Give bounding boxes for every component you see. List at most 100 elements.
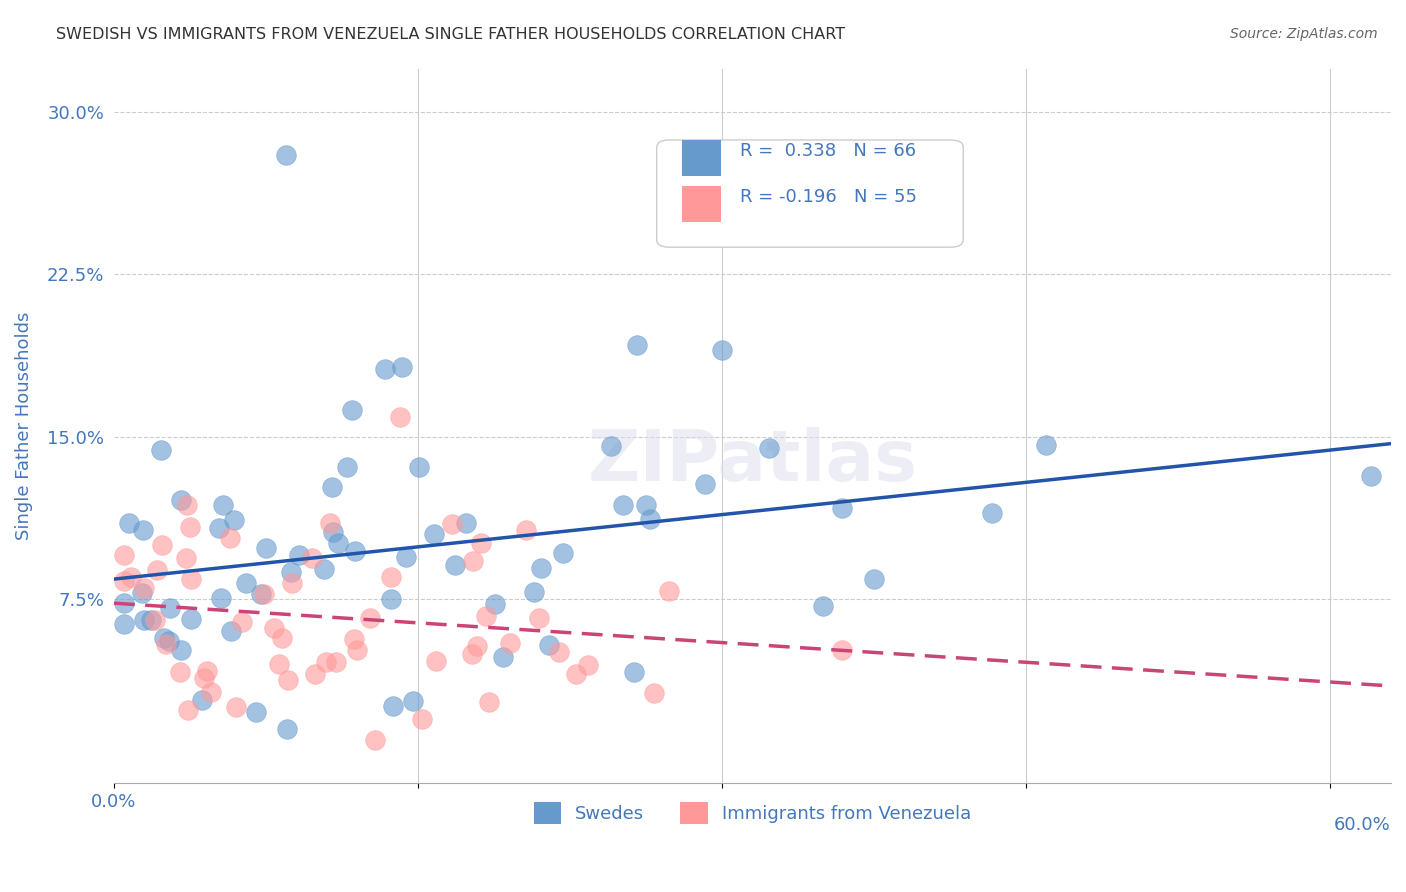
Point: [422, 527, 444, 541]
Point: [120, 570, 142, 584]
Point: [276, 722, 298, 736]
Point: [112, 617, 135, 632]
Point: [117, 516, 139, 530]
Point: [322, 525, 344, 540]
Point: [180, 612, 202, 626]
Point: [193, 671, 215, 685]
Point: [211, 498, 233, 512]
Point: [319, 516, 342, 530]
Point: [344, 543, 367, 558]
Point: [484, 597, 506, 611]
Point: [465, 639, 488, 653]
Point: [263, 621, 285, 635]
Point: [149, 442, 172, 457]
Point: [346, 642, 368, 657]
Point: [537, 638, 560, 652]
Point: [862, 572, 884, 586]
Point: [380, 591, 402, 606]
Point: [134, 581, 156, 595]
Y-axis label: Single Father Households: Single Father Households: [15, 311, 32, 540]
Point: [131, 586, 153, 600]
Point: [321, 480, 343, 494]
Point: [177, 702, 200, 716]
Point: [831, 642, 853, 657]
Point: [150, 538, 173, 552]
Point: [374, 362, 396, 376]
Point: [335, 459, 357, 474]
Point: [389, 410, 412, 425]
Bar: [682, 140, 720, 176]
Point: [831, 501, 853, 516]
Point: [343, 632, 366, 646]
Point: [364, 732, 387, 747]
Point: [527, 611, 550, 625]
Point: [270, 632, 292, 646]
Point: [380, 570, 402, 584]
Point: [209, 591, 232, 605]
Point: [658, 583, 681, 598]
Point: [281, 575, 304, 590]
Point: [470, 536, 492, 550]
Point: [408, 459, 430, 474]
Point: [312, 562, 335, 576]
Point: [612, 498, 634, 512]
Point: [195, 664, 218, 678]
Point: [811, 599, 834, 613]
Point: [328, 536, 350, 550]
Point: [402, 694, 425, 708]
Point: [425, 654, 447, 668]
Point: [174, 551, 197, 566]
Point: [218, 531, 240, 545]
Point: [157, 633, 180, 648]
Point: [382, 699, 405, 714]
Point: [530, 561, 553, 575]
Point: [411, 712, 433, 726]
Point: [492, 649, 515, 664]
Point: [180, 572, 202, 586]
Point: [208, 521, 231, 535]
Point: [277, 673, 299, 687]
Point: [222, 513, 245, 527]
Point: [454, 516, 477, 530]
Text: R = -0.196   N = 55: R = -0.196 N = 55: [740, 188, 917, 206]
Point: [179, 520, 201, 534]
Point: [200, 684, 222, 698]
Point: [441, 517, 464, 532]
Point: [461, 647, 484, 661]
Point: [551, 546, 574, 560]
Point: [112, 596, 135, 610]
Point: [139, 613, 162, 627]
Point: [132, 523, 155, 537]
Point: [143, 613, 166, 627]
Point: [623, 665, 645, 679]
Point: [391, 360, 413, 375]
Point: [359, 611, 381, 625]
Point: [146, 563, 169, 577]
Point: [288, 549, 311, 563]
Text: 60.0%: 60.0%: [1334, 815, 1391, 834]
Point: [600, 439, 623, 453]
Point: [315, 655, 337, 669]
Point: [693, 476, 716, 491]
Point: [245, 705, 267, 719]
Point: [250, 587, 273, 601]
Point: [159, 601, 181, 615]
Point: [325, 656, 347, 670]
Point: [254, 541, 277, 555]
Point: [461, 554, 484, 568]
Point: [253, 587, 276, 601]
Point: [478, 695, 501, 709]
Point: [301, 551, 323, 566]
Point: [112, 574, 135, 588]
Point: [267, 657, 290, 672]
Point: [170, 493, 193, 508]
Point: [444, 558, 467, 572]
Point: [169, 665, 191, 679]
Point: [515, 523, 537, 537]
Legend: Swedes, Immigrants from Venezuela: Swedes, Immigrants from Venezuela: [526, 795, 979, 831]
Point: [980, 506, 1002, 520]
Point: [640, 512, 662, 526]
Point: [191, 693, 214, 707]
Point: [576, 658, 599, 673]
Text: SWEDISH VS IMMIGRANTS FROM VENEZUELA SINGLE FATHER HOUSEHOLDS CORRELATION CHART: SWEDISH VS IMMIGRANTS FROM VENEZUELA SIN…: [56, 27, 845, 42]
